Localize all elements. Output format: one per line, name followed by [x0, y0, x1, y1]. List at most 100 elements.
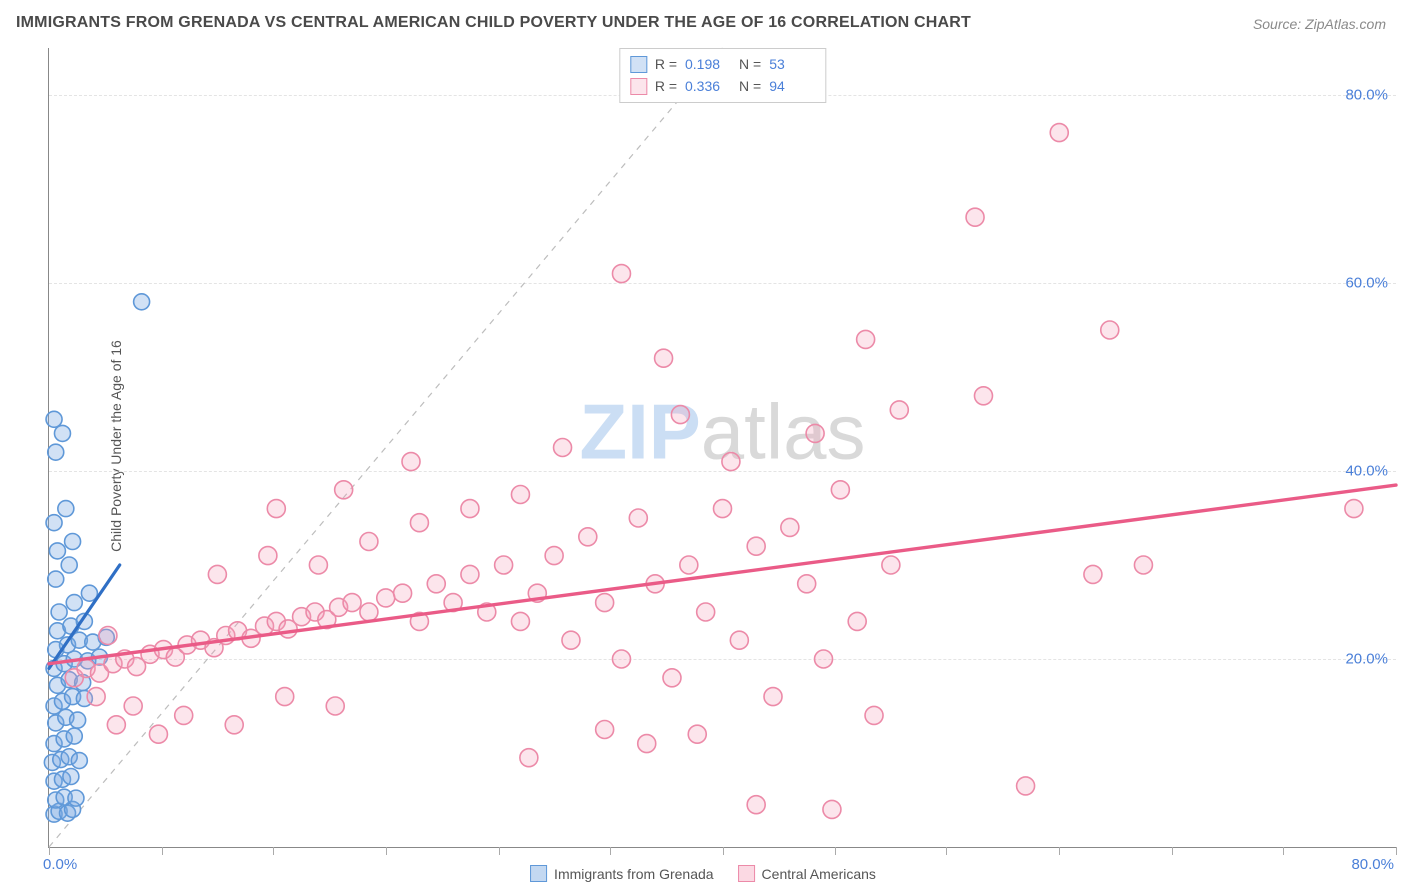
x-axis-tick: [946, 847, 947, 855]
data-point: [410, 514, 428, 532]
data-point: [326, 697, 344, 715]
data-point: [402, 453, 420, 471]
x-axis-tick: [610, 847, 611, 855]
legend-item: Central Americans: [738, 865, 876, 882]
chart-plot-area: ZIPatlas R =0.198N =53R =0.336N =94 0.0%…: [48, 48, 1396, 848]
data-point: [831, 481, 849, 499]
data-point: [46, 515, 62, 531]
data-point: [66, 595, 82, 611]
data-point: [520, 749, 538, 767]
legend-bottom: Immigrants from Grenada Central Americans: [530, 865, 876, 882]
x-axis-tick: [1172, 847, 1173, 855]
data-point: [890, 401, 908, 419]
data-point: [71, 753, 87, 769]
data-point: [1101, 321, 1119, 339]
x-axis-tick: [723, 847, 724, 855]
data-point: [1084, 565, 1102, 583]
data-point: [511, 486, 529, 504]
data-point: [966, 208, 984, 226]
data-point: [149, 725, 167, 743]
data-point: [764, 688, 782, 706]
data-point: [1050, 124, 1068, 142]
data-point: [267, 500, 285, 518]
data-point: [974, 387, 992, 405]
data-point: [377, 589, 395, 607]
legend-r-value: 0.336: [685, 75, 731, 97]
legend-swatch: [530, 865, 547, 882]
data-point: [495, 556, 513, 574]
legend-r-label: R =: [655, 75, 677, 97]
data-point: [655, 349, 673, 367]
data-point: [65, 534, 81, 550]
data-point: [638, 735, 656, 753]
data-point: [596, 721, 614, 739]
data-point: [747, 537, 765, 555]
legend-item: Immigrants from Grenada: [530, 865, 714, 882]
data-point: [461, 500, 479, 518]
data-point: [612, 265, 630, 283]
x-axis-tick: [273, 847, 274, 855]
data-point: [124, 697, 142, 715]
legend-swatch: [738, 865, 755, 882]
data-point: [134, 294, 150, 310]
data-point: [49, 543, 65, 559]
x-axis-max-label: 80.0%: [1351, 856, 1394, 873]
data-point: [688, 725, 706, 743]
data-point: [511, 612, 529, 630]
data-point: [882, 556, 900, 574]
data-point: [48, 444, 64, 460]
data-point: [612, 650, 630, 668]
data-point: [208, 565, 226, 583]
data-point: [823, 800, 841, 818]
legend-r-value: 0.198: [685, 53, 731, 75]
data-point: [663, 669, 681, 687]
data-point: [697, 603, 715, 621]
data-point: [63, 769, 79, 785]
data-point: [781, 518, 799, 536]
legend-n-value: 94: [769, 75, 815, 97]
data-point: [225, 716, 243, 734]
legend-n-label: N =: [739, 75, 761, 97]
data-point: [51, 604, 67, 620]
x-axis-tick: [386, 847, 387, 855]
x-axis-tick: [162, 847, 163, 855]
chart-title: IMMIGRANTS FROM GRENADA VS CENTRAL AMERI…: [16, 14, 971, 32]
legend-r-label: R =: [655, 53, 677, 75]
data-point: [87, 688, 105, 706]
data-point: [107, 716, 125, 734]
legend-item-label: Immigrants from Grenada: [554, 866, 714, 882]
data-point: [596, 594, 614, 612]
data-point: [848, 612, 866, 630]
plot-svg: [49, 48, 1396, 847]
data-point: [815, 650, 833, 668]
data-point: [671, 406, 689, 424]
data-point: [48, 571, 64, 587]
legend-stat-row: R = 0.336 N = 94: [630, 75, 815, 97]
data-point: [394, 584, 412, 602]
x-axis-tick: [1396, 847, 1397, 855]
data-point: [259, 547, 277, 565]
data-point: [554, 439, 572, 457]
data-point: [54, 425, 70, 441]
data-point: [806, 424, 824, 442]
data-point: [58, 501, 74, 517]
data-point: [865, 706, 883, 724]
data-point: [798, 575, 816, 593]
data-point: [629, 509, 647, 527]
legend-stats-box: R = 0.198 N = 53 R = 0.336 N = 94: [619, 48, 826, 103]
x-axis-min-label: 0.0%: [43, 856, 77, 873]
data-point: [276, 688, 294, 706]
data-point: [545, 547, 563, 565]
data-point: [70, 712, 86, 728]
legend-n-value: 53: [769, 53, 815, 75]
data-point: [66, 728, 82, 744]
x-axis-tick: [1283, 847, 1284, 855]
data-point: [562, 631, 580, 649]
x-axis-tick: [499, 847, 500, 855]
data-point: [730, 631, 748, 649]
legend-n-label: N =: [739, 53, 761, 75]
legend-swatch: [630, 78, 647, 95]
data-point: [343, 594, 361, 612]
data-point: [1134, 556, 1152, 574]
x-axis-tick: [835, 847, 836, 855]
